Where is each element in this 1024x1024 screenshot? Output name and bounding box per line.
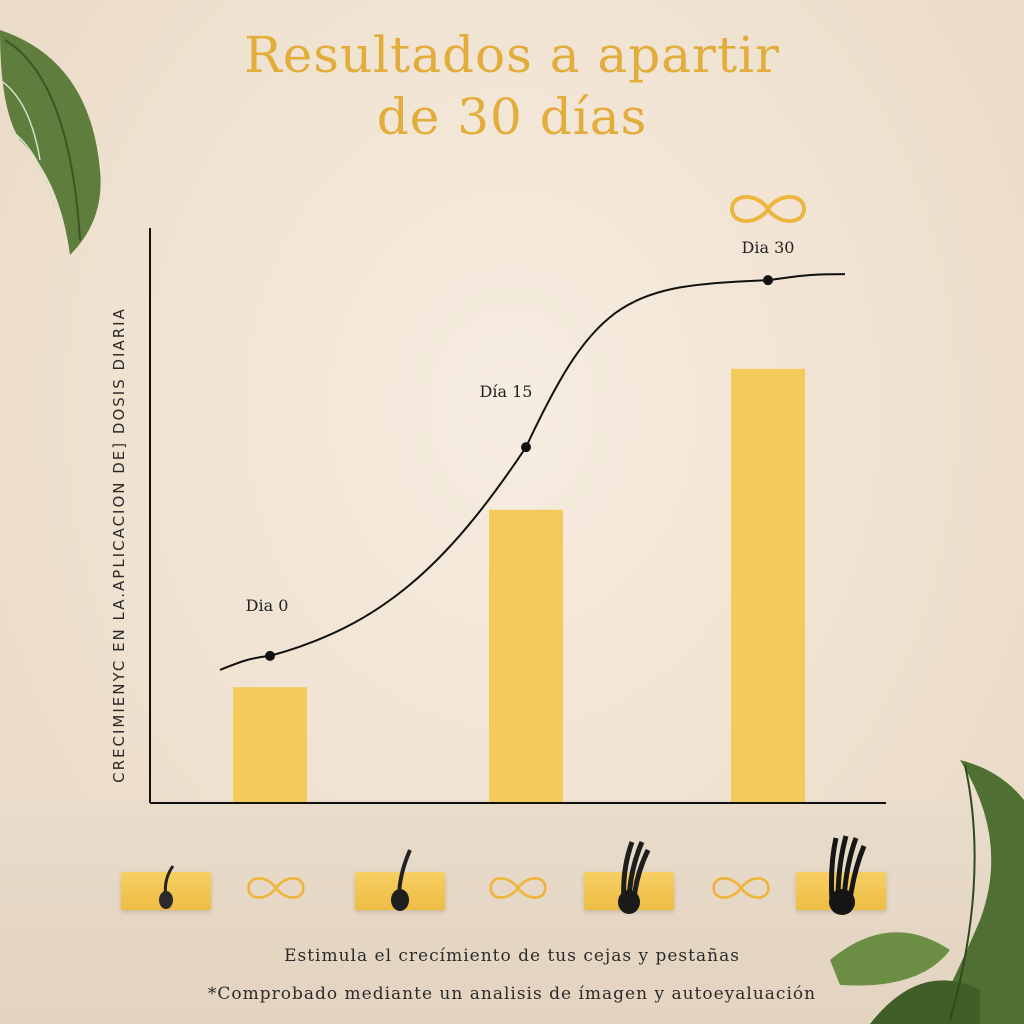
bar-2 xyxy=(489,509,563,802)
bar-3 xyxy=(731,368,805,802)
infinity-icon xyxy=(489,877,547,899)
follicle-tile-2 xyxy=(355,849,445,911)
floor-background xyxy=(0,800,1024,1024)
follicle-tile-1 xyxy=(121,865,211,910)
bar-1 xyxy=(233,687,307,802)
point-label-1: Dia 0 xyxy=(246,596,289,615)
infinity-icon xyxy=(712,877,770,899)
curve-point-1 xyxy=(265,650,275,661)
point-label-2: Día 15 xyxy=(480,382,533,401)
footnote: *Comprobado mediante un analisis de ímag… xyxy=(207,984,817,1004)
title-line-2: de 30 días xyxy=(376,88,648,146)
title-line-1: Resultados a apartir xyxy=(244,26,780,84)
curve-point-2 xyxy=(521,442,531,453)
palm-leaf-bottom-right-icon xyxy=(830,760,1024,1024)
infinity-icon xyxy=(247,877,305,899)
page-title: Resultados a apartir de 30 días xyxy=(0,24,1024,148)
caption: Estimula el crecímiento de tus cejas y p… xyxy=(284,946,740,966)
curve-point-3 xyxy=(763,275,773,286)
point-label-3: Dia 30 xyxy=(742,238,795,257)
palm-leaf-top-left-icon xyxy=(0,30,101,255)
infinity-icon xyxy=(729,195,807,223)
follicle-tile-4 xyxy=(796,835,886,915)
y-axis-label: CRECIMIENYC EN LA.APLICACION DE] DOSIS D… xyxy=(110,307,128,783)
follicle-tile-3 xyxy=(584,841,674,914)
